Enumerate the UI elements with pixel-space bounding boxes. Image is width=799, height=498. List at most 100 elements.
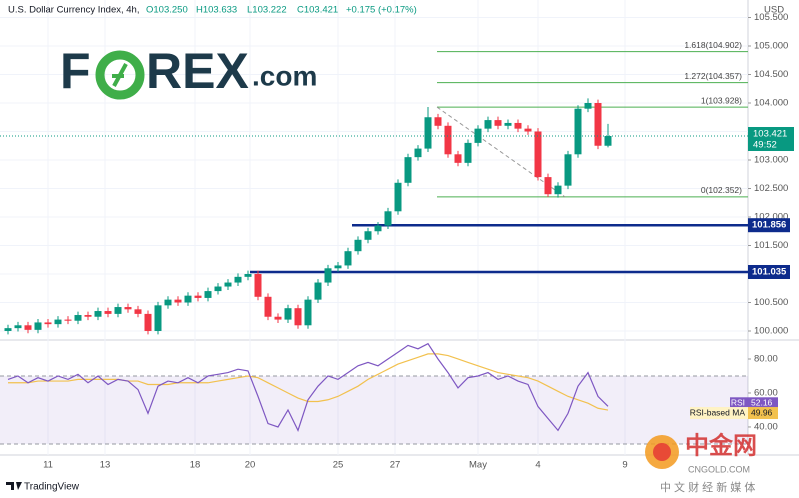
candle-body bbox=[254, 273, 262, 297]
tv-icon bbox=[6, 482, 22, 490]
x-tick-label: May bbox=[469, 460, 487, 471]
y-tick-label: 60.00 bbox=[754, 387, 778, 398]
candle-body bbox=[454, 154, 462, 163]
rsi-value: 52.16 bbox=[751, 398, 773, 408]
candle-body bbox=[104, 311, 112, 314]
rsi-ma-value-tag bbox=[748, 407, 778, 420]
y-tick-label: 80.00 bbox=[754, 354, 778, 365]
candle-body bbox=[4, 328, 12, 331]
candle-body bbox=[34, 322, 42, 330]
y-tick-label: 102.500 bbox=[754, 183, 788, 194]
y-tick-label: 104.000 bbox=[754, 98, 788, 109]
x-tick-label: 18 bbox=[190, 460, 201, 471]
level-label: 101.856 bbox=[752, 220, 786, 231]
x-tick-label: 25 bbox=[333, 460, 344, 471]
candle-body bbox=[144, 313, 152, 331]
candle-body bbox=[14, 325, 22, 329]
candle-body bbox=[194, 295, 202, 298]
candle-body bbox=[264, 296, 272, 317]
last-price-tag bbox=[748, 126, 794, 151]
candle-body bbox=[184, 295, 192, 303]
candle-body bbox=[134, 309, 142, 314]
x-tick-label: 9 bbox=[622, 460, 627, 471]
candle-body bbox=[444, 125, 452, 155]
candle-body bbox=[204, 291, 212, 298]
candle-body bbox=[414, 148, 422, 158]
high: H103.633 bbox=[196, 5, 237, 16]
candle-body bbox=[334, 265, 342, 269]
candle-body bbox=[574, 108, 582, 155]
candle-body bbox=[484, 120, 492, 129]
candle-body bbox=[584, 102, 592, 109]
candle-body bbox=[84, 315, 92, 317]
fib-label: 0(102.352) bbox=[701, 185, 742, 195]
y-tick-label: 102.000 bbox=[754, 212, 788, 223]
candle-body bbox=[154, 305, 162, 331]
close: C103.421 bbox=[297, 5, 338, 16]
candle-body bbox=[514, 122, 522, 129]
candle-body bbox=[494, 120, 502, 126]
candle-body bbox=[304, 299, 312, 326]
y-tick-label: 103.000 bbox=[754, 155, 788, 166]
y-tick-label: 101.500 bbox=[754, 240, 788, 251]
level-tag bbox=[748, 264, 790, 279]
candle-body bbox=[594, 102, 602, 146]
low: L103.222 bbox=[247, 5, 287, 16]
candle-body bbox=[234, 276, 242, 283]
last-price-label: 103.421 bbox=[753, 129, 787, 140]
candle-body bbox=[224, 282, 232, 287]
level-label: 101.035 bbox=[752, 267, 787, 278]
open: O103.250 bbox=[146, 5, 188, 16]
x-tick-label: 27 bbox=[390, 460, 401, 471]
y-tick-label: 105.500 bbox=[754, 12, 788, 23]
footer: TradingView bbox=[6, 482, 80, 493]
rsi-line bbox=[7, 342, 609, 432]
logo-text: F bbox=[60, 43, 91, 99]
candle-body bbox=[504, 122, 512, 126]
logo: F REX .com bbox=[60, 43, 317, 100]
rsi-name-tag bbox=[730, 397, 748, 410]
candle-body bbox=[554, 185, 562, 195]
rsi-ma-name: RSI-based MA bbox=[690, 407, 746, 417]
candle-body bbox=[544, 177, 552, 195]
legend-header: U.S. Dollar Currency Index, 4h, O103.250… bbox=[8, 5, 417, 16]
fib-label: 1.272(104.357) bbox=[684, 71, 742, 81]
rsi-name: RSI bbox=[731, 398, 745, 408]
watermark-name: 中金网 bbox=[685, 431, 757, 459]
change: +0.175 (+0.17%) bbox=[346, 5, 417, 16]
candle-body bbox=[314, 282, 322, 300]
candle-body bbox=[124, 307, 132, 310]
candle-body bbox=[564, 154, 572, 186]
candle-body bbox=[114, 307, 122, 314]
candle-body bbox=[174, 299, 182, 303]
candle-body bbox=[524, 128, 532, 132]
logo-text: REX bbox=[146, 43, 249, 99]
y-tick-label: 100.000 bbox=[754, 326, 788, 337]
logo-o bbox=[95, 50, 145, 100]
x-tick-label: 4 bbox=[535, 460, 540, 471]
rsi-band bbox=[0, 375, 748, 444]
watermark-icon bbox=[653, 443, 671, 461]
candle-body bbox=[344, 251, 352, 266]
x-tick-label: 11 bbox=[43, 460, 53, 471]
candle-body bbox=[274, 316, 282, 320]
candle-body bbox=[74, 315, 82, 321]
candle-body bbox=[324, 268, 332, 283]
rsi-value-tag bbox=[748, 397, 778, 410]
candle-body bbox=[94, 311, 102, 317]
y-tick-label: 40.00 bbox=[754, 421, 778, 432]
candle-body bbox=[284, 308, 292, 320]
candle-body bbox=[164, 299, 172, 306]
candle-body bbox=[384, 211, 392, 226]
watermark-site: CNGOLD.COM bbox=[688, 464, 750, 474]
rsi-ma-value: 49.96 bbox=[751, 407, 773, 417]
level-tag bbox=[748, 218, 790, 233]
candle-body bbox=[44, 322, 52, 325]
candle-body bbox=[394, 182, 402, 212]
x-tick-label: 20 bbox=[245, 460, 256, 471]
candle-body bbox=[464, 142, 472, 163]
candle-body bbox=[364, 231, 372, 240]
candle-body bbox=[354, 239, 362, 252]
candle-body bbox=[404, 157, 412, 183]
